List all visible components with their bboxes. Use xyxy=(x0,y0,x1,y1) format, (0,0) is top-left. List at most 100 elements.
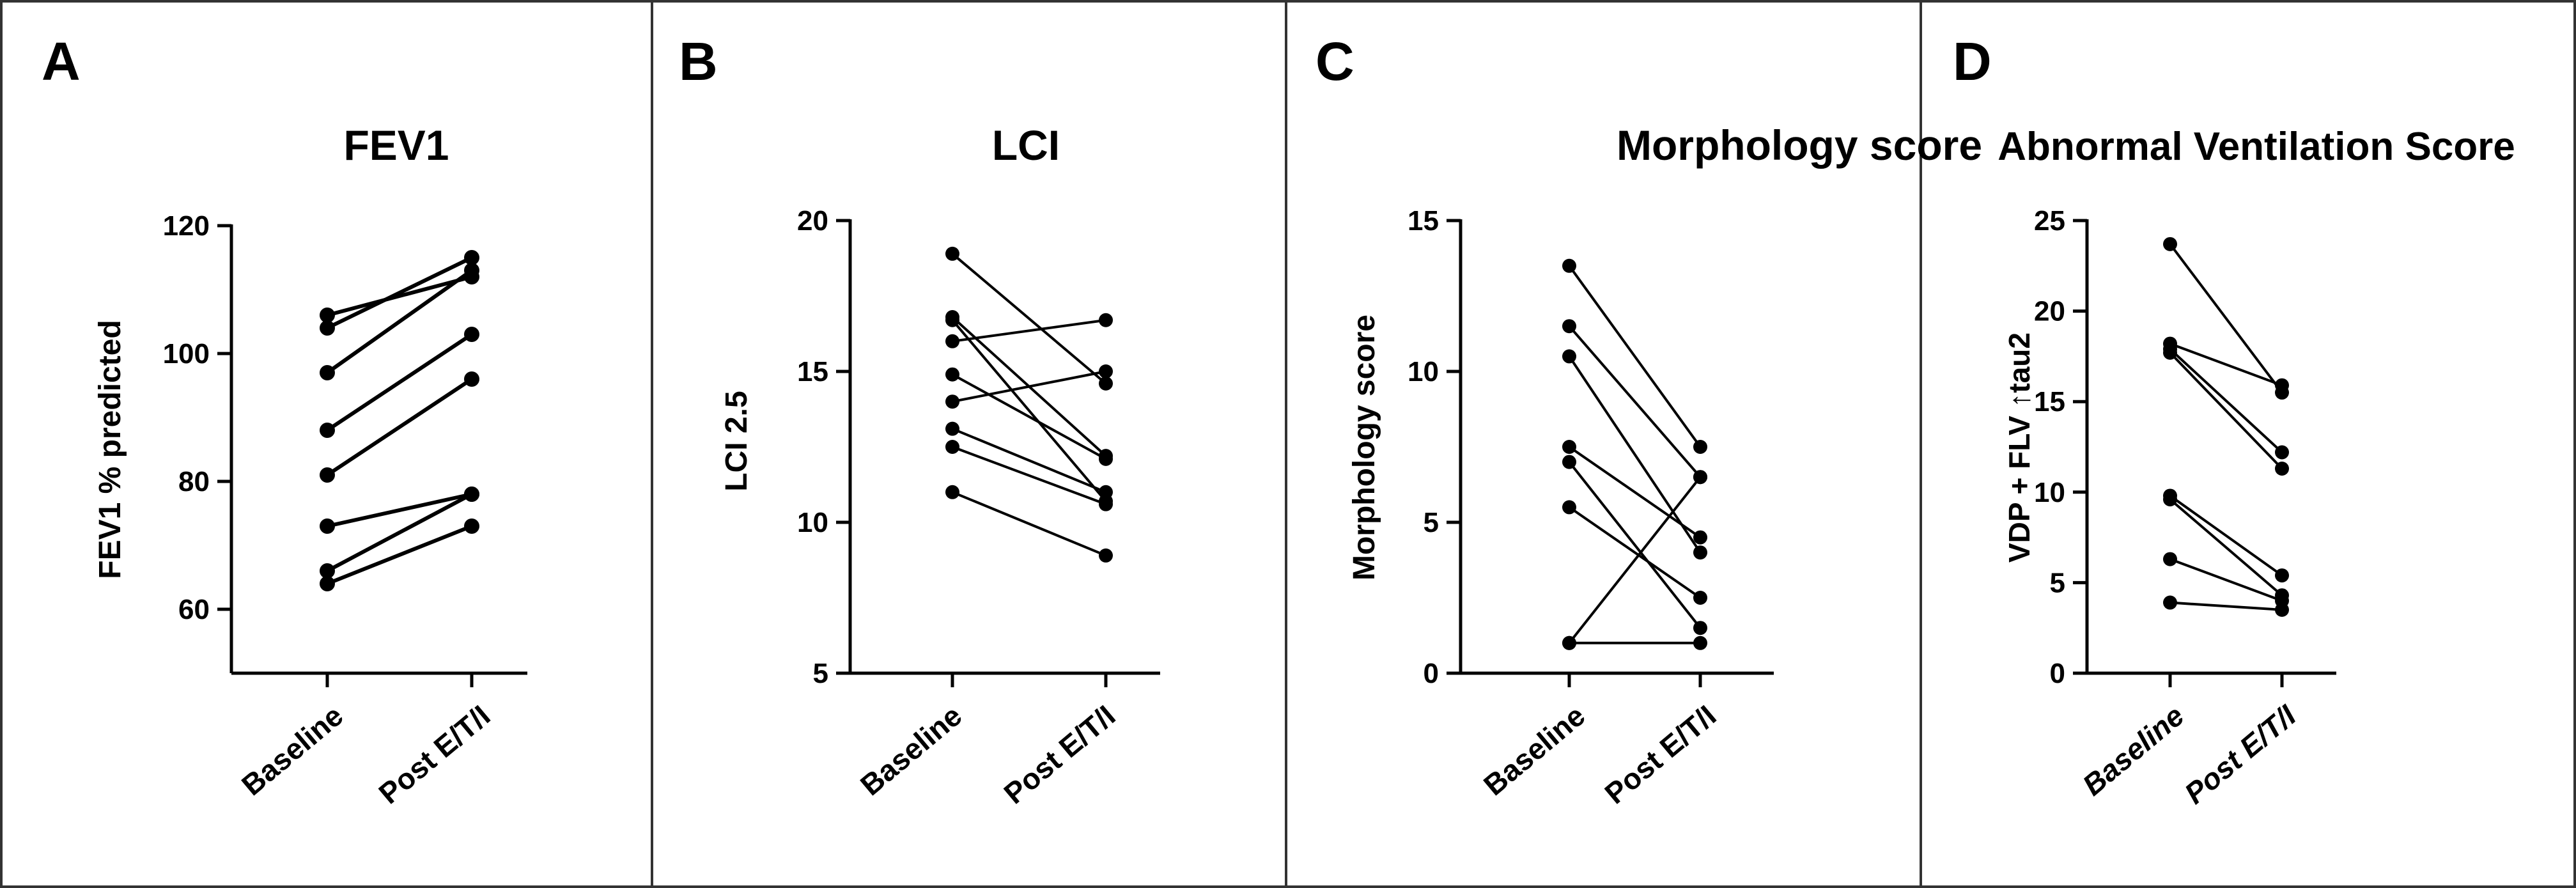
x-category-label: Baseline xyxy=(235,699,349,802)
data-point-post xyxy=(2275,568,2289,583)
series-line xyxy=(2169,557,2283,602)
series-line xyxy=(2169,243,2283,394)
series-line xyxy=(326,377,473,477)
data-point-post xyxy=(1693,530,1707,545)
series-line xyxy=(951,253,1107,385)
data-point-baseline xyxy=(320,563,335,579)
series-line xyxy=(2169,601,2283,611)
y-tick-label: 15 xyxy=(1408,205,1439,237)
x-category-label: Post E/T/I xyxy=(997,699,1121,811)
data-point-post xyxy=(1693,591,1707,605)
y-tick-label: 5 xyxy=(2050,567,2065,598)
x-category-label: Post E/T/I xyxy=(372,699,496,811)
data-point-baseline xyxy=(945,421,959,436)
series-line xyxy=(2169,348,2283,453)
data-point-baseline xyxy=(2163,237,2177,251)
y-axis-label: Morphology score xyxy=(1347,315,1381,580)
data-point-post xyxy=(1693,470,1707,485)
data-point-baseline xyxy=(1562,500,1576,515)
series-line xyxy=(952,373,1106,460)
y-tick-label: 60 xyxy=(178,594,210,625)
panel-c: C Morphology score 0 5 10 15 Baseline Post E/T/… xyxy=(1315,31,1982,810)
y-tick-label: 5 xyxy=(813,658,828,689)
y-tick-label: 0 xyxy=(1424,658,1439,689)
data-point-post xyxy=(464,263,479,278)
series-line xyxy=(326,256,473,330)
series-line xyxy=(327,492,472,528)
data-point-baseline xyxy=(945,313,959,327)
data-point-post xyxy=(464,250,479,265)
data-point-baseline xyxy=(1562,258,1576,273)
x-category-label: Baseline xyxy=(1477,699,1591,802)
y-tick-label: 20 xyxy=(2034,296,2065,327)
data-point-post xyxy=(464,487,479,502)
series-line xyxy=(1568,446,1702,539)
series-line xyxy=(326,492,473,573)
series-line xyxy=(952,446,1106,506)
data-point-post xyxy=(464,371,479,387)
data-point-baseline xyxy=(1562,319,1576,334)
data-point-post xyxy=(1693,545,1707,560)
data-point-baseline xyxy=(945,246,959,261)
data-point-post xyxy=(2275,602,2289,617)
chart-title: LCI xyxy=(992,121,1060,169)
data-point-baseline xyxy=(320,576,335,591)
y-tick-label: 80 xyxy=(178,466,210,497)
data-point-baseline xyxy=(2163,492,2177,507)
data-point-baseline xyxy=(1562,635,1576,650)
y-axis-label: VDP + FLV ↑tau2 xyxy=(2003,332,2036,563)
data-point-baseline xyxy=(945,367,959,382)
x-category-label: Baseline xyxy=(854,699,968,802)
chart-title: Abnormal Ventilation Score xyxy=(1998,125,2515,169)
y-tick-label: 25 xyxy=(2034,205,2065,237)
data-point-baseline xyxy=(320,365,335,380)
y-tick-label: 10 xyxy=(1408,356,1439,387)
data-point-baseline xyxy=(945,485,959,499)
series-line xyxy=(2169,352,2283,470)
data-point-baseline xyxy=(320,467,335,483)
series-line xyxy=(1568,476,1702,644)
series-line xyxy=(326,332,473,432)
series-line xyxy=(952,490,1106,557)
data-point-baseline xyxy=(320,308,335,323)
series-line xyxy=(952,370,1106,403)
data-point-baseline xyxy=(1562,455,1576,469)
data-point-post xyxy=(1099,497,1113,511)
series-line xyxy=(327,275,472,317)
data-point-post xyxy=(2275,378,2289,393)
y-axis-label: FEV1 % predicted xyxy=(93,320,127,579)
data-point-post xyxy=(2275,445,2289,460)
panel-letter: B xyxy=(679,31,718,91)
data-point-post xyxy=(464,518,479,534)
data-point-baseline xyxy=(320,423,335,438)
data-point-post xyxy=(1693,440,1707,454)
data-point-baseline xyxy=(320,320,335,336)
y-tick-label: 100 xyxy=(163,338,210,370)
panel-letter: C xyxy=(1315,31,1354,91)
series-line xyxy=(326,269,473,375)
series-line xyxy=(1568,506,1702,599)
data-point-post xyxy=(1099,376,1113,391)
x-category-label: Post E/T/I xyxy=(1598,699,1722,811)
panel-b: B LCI 5 10 15 20 Baseline Post E/T/I LCI 2.5 xyxy=(679,31,1160,810)
y-axis-label: LCI 2.5 xyxy=(720,391,754,491)
chart-title: FEV1 xyxy=(343,121,449,169)
data-point-post xyxy=(2275,461,2289,476)
panel-letter: D xyxy=(1953,31,1992,91)
data-point-post xyxy=(1099,451,1113,466)
data-point-baseline xyxy=(1562,349,1576,364)
data-point-post xyxy=(1099,485,1113,499)
data-point-post xyxy=(1099,313,1113,327)
series-line xyxy=(952,318,1106,343)
y-tick-label: 10 xyxy=(2034,477,2065,508)
series-line xyxy=(1568,325,1702,478)
series-line xyxy=(952,427,1106,494)
data-point-post xyxy=(1099,548,1113,563)
y-tick-label: 5 xyxy=(1424,507,1439,538)
data-point-post xyxy=(1099,364,1113,378)
series-line xyxy=(2169,342,2283,387)
data-point-baseline xyxy=(1562,440,1576,454)
